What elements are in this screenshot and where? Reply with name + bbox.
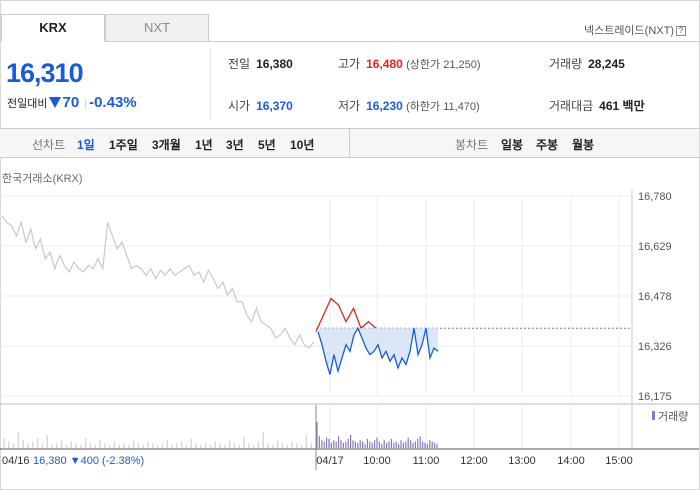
candle-daily[interactable]: 일봉	[501, 138, 524, 152]
today-down-area	[318, 328, 438, 375]
today-down-series	[317, 326, 439, 375]
x-tick-label: 04/17	[316, 455, 344, 467]
period-3m[interactable]: 3개월	[152, 138, 181, 152]
candle-monthly[interactable]: 월봉	[572, 138, 595, 152]
change-label: 전일대비	[7, 98, 48, 110]
period-3y[interactable]: 3년	[226, 138, 244, 152]
stat-label: 고가	[338, 57, 361, 71]
stat-label: 거래량	[549, 57, 583, 71]
x-tick-label: 10:00	[363, 455, 391, 467]
change-percent: -0.43%	[89, 94, 137, 111]
current-price: 16,310	[6, 58, 84, 88]
stat-prev-close: 전일 16,380	[228, 55, 293, 72]
volume-legend-swatch	[652, 411, 655, 420]
tab-krx[interactable]: KRX	[1, 14, 105, 42]
change-amount: 70	[62, 94, 80, 111]
y-tick-label: 16,326	[638, 341, 672, 353]
stat-high: 고가 16,480 (상한가 21,250)	[338, 55, 481, 72]
axis-labels: 16,780 16,629 16,478 16,326 16,175 04/17 10:00…	[2, 191, 688, 467]
nxt-link[interactable]: 넥스트레이드(NXT)?	[584, 22, 686, 38]
stat-label: 저가	[338, 99, 361, 113]
x-tick-label: 14:00	[557, 455, 585, 467]
x-tick-label: 11:00	[413, 455, 440, 467]
x-tick-label: 13:00	[508, 455, 536, 467]
nxt-link-label: 넥스트레이드(NXT)	[583, 25, 674, 37]
toolbar-divider	[349, 129, 350, 157]
stat-value: 28,245	[588, 57, 625, 71]
period-5y[interactable]: 5년	[258, 138, 276, 152]
separator: |	[84, 98, 88, 110]
x-tick-label: 15:00	[605, 455, 633, 467]
tab-divider	[209, 41, 699, 42]
candle-chart-label: 봉차트	[455, 138, 489, 152]
chart-toolbar: 선차트 1일 1주일 3개월 1년 3년 5년 10년 봉차트 일봉 주봉 월봉	[0, 128, 699, 158]
y-tick-label: 16,478	[638, 291, 672, 303]
stat-value: 461	[599, 99, 620, 113]
period-1d[interactable]: 1일	[77, 138, 95, 152]
prev-close: 16,380 ▼400 (-2.38%)	[33, 455, 144, 467]
exchange-label: 한국거래소(KRX)	[2, 173, 83, 185]
stat-label: 시가	[228, 99, 251, 113]
stat-value: 16,480	[366, 57, 403, 71]
stat-turnover: 거래대금 461 백만	[549, 97, 645, 114]
upper-limit: (상한가 21,250)	[406, 59, 481, 71]
volume-legend: 거래량	[658, 410, 688, 423]
price-change: 전일대비 70 | -0.43%	[7, 94, 137, 111]
divider	[210, 48, 211, 120]
y-tick-label: 16,629	[638, 241, 672, 253]
prev-day-series	[1, 215, 315, 349]
stat-open: 시가 16,370	[228, 97, 293, 114]
stat-label: 전일	[228, 57, 251, 71]
lower-limit: (하한가 11,470)	[406, 101, 480, 113]
down-arrow-icon	[49, 97, 62, 108]
today-up-series	[315, 297, 377, 332]
prev-date: 04/16	[2, 455, 30, 467]
stat-label: 거래대금	[549, 99, 594, 113]
period-1w[interactable]: 1주일	[109, 138, 138, 152]
stat-low: 저가 16,230 (하한가 11,470)	[338, 97, 480, 114]
stat-value: 16,380	[256, 57, 293, 71]
line-chart-label: 선차트	[32, 138, 66, 152]
candle-weekly[interactable]: 주봉	[536, 138, 559, 152]
period-10y[interactable]: 10년	[290, 138, 315, 152]
price-lines	[1, 215, 632, 375]
stat-value: 16,230	[366, 99, 403, 113]
period-1y[interactable]: 1년	[195, 138, 213, 152]
help-icon[interactable]: ?	[676, 26, 686, 36]
stat-unit: 백만	[622, 99, 645, 113]
y-tick-label: 16,780	[638, 191, 672, 203]
y-tick-label: 16,175	[638, 391, 672, 403]
x-tick-label: 12:00	[460, 455, 488, 467]
tab-nxt[interactable]: NXT	[105, 14, 209, 42]
stat-volume: 거래량 28,245	[549, 55, 625, 72]
stat-value: 16,370	[256, 99, 293, 113]
volume-bars	[3, 422, 438, 448]
